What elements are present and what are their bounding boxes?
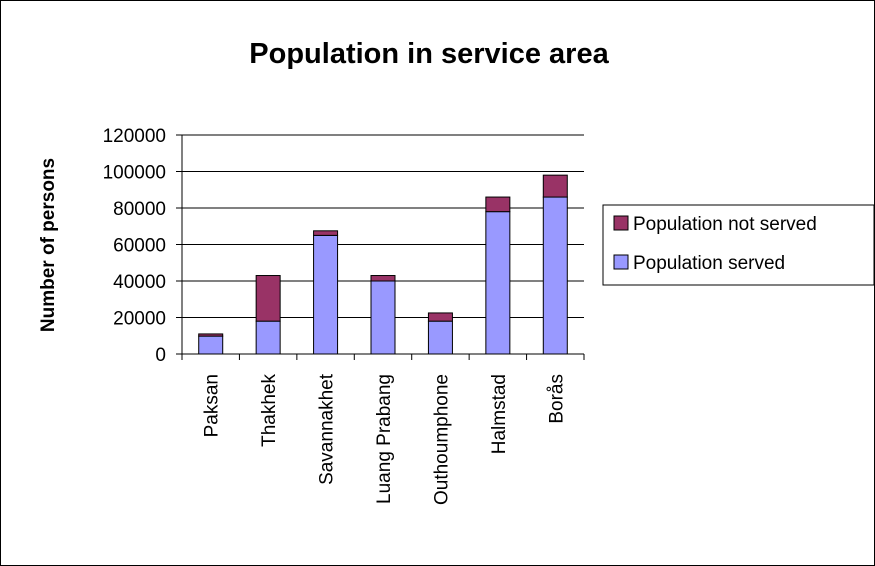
bar-thakhek-population-not-served bbox=[255, 275, 281, 322]
y-axis-title: Number of persons bbox=[38, 158, 59, 332]
x-tick-label-halmstad: Halmstad bbox=[489, 374, 510, 454]
bar-paksan-population-not-served bbox=[198, 333, 224, 337]
legend-label-population-not-served: Population not served bbox=[633, 214, 817, 235]
legend: Population not served Population served bbox=[602, 204, 875, 286]
x-tick-label-paksan: Paksan bbox=[202, 374, 223, 437]
legend-label-population-served: Population served bbox=[633, 253, 785, 274]
gridlines bbox=[182, 134, 584, 318]
bar-luang-prabang-population-served bbox=[370, 280, 396, 355]
legend-swatch-population-served bbox=[613, 254, 629, 270]
x-tick-label-luang-prabang: Luang Prabang bbox=[374, 374, 395, 504]
x-tick-label-thakhek: Thakhek bbox=[259, 374, 280, 447]
y-tick-labels: 0 20000 40000 60000 80000 100000 120000 bbox=[103, 126, 166, 366]
bar-bor-s-population-not-served bbox=[542, 174, 568, 198]
bar-paksan-population-served bbox=[198, 335, 224, 355]
y-tick-label-120000: 120000 bbox=[103, 126, 166, 147]
y-tick-label-20000: 20000 bbox=[113, 309, 166, 330]
x-tick-labels: Paksan Thakhek Savannakhet Luang Prabang Out… bbox=[202, 373, 568, 505]
legend-swatch-population-not-served bbox=[613, 215, 629, 231]
x-tick-label-savannakhet: Savannakhet bbox=[317, 373, 338, 485]
y-tick-label-60000: 60000 bbox=[113, 236, 166, 257]
chart-title: Population in service area bbox=[249, 38, 609, 70]
bar-outhoumphone-population-not-served bbox=[427, 312, 453, 322]
bar-savannakhet-population-not-served bbox=[313, 230, 339, 236]
bar-halmstad-population-not-served bbox=[485, 196, 511, 213]
x-tick-label-outhoumphone: Outhoumphone bbox=[431, 374, 452, 505]
bars bbox=[198, 174, 568, 355]
bar-outhoumphone-population-served bbox=[427, 320, 453, 355]
y-tick-label-0: 0 bbox=[155, 345, 166, 366]
axes bbox=[176, 134, 585, 360]
y-tick-label-80000: 80000 bbox=[113, 199, 166, 220]
bar-bor-s-population-served bbox=[542, 196, 568, 355]
y-tick-label-40000: 40000 bbox=[113, 272, 166, 293]
legend-box bbox=[602, 204, 875, 286]
y-tick-label-100000: 100000 bbox=[103, 163, 166, 184]
x-tick-label-bor-s: Borås bbox=[546, 374, 567, 424]
bar-savannakhet-population-served bbox=[313, 234, 339, 355]
bar-luang-prabang-population-not-served bbox=[370, 275, 396, 282]
bar-thakhek-population-served bbox=[255, 320, 281, 355]
bar-halmstad-population-served bbox=[485, 211, 511, 355]
